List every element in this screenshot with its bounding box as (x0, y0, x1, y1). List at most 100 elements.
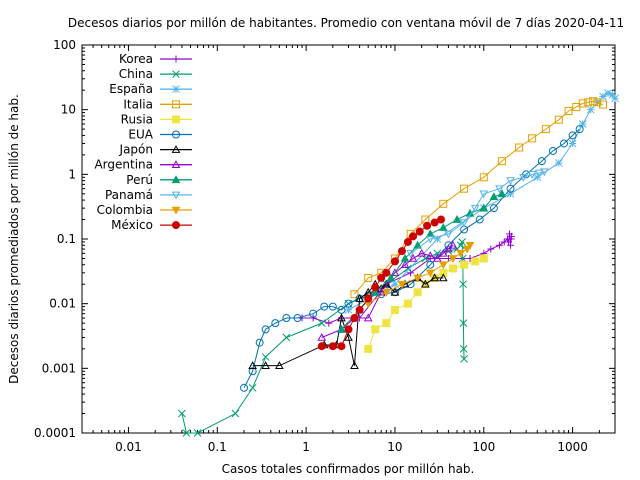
data-point (172, 100, 180, 109)
data-point (403, 237, 412, 246)
data-point (548, 146, 557, 155)
data-point (344, 325, 353, 334)
data-point (381, 288, 391, 297)
data-point (309, 309, 318, 318)
data-point (459, 319, 468, 327)
data-point (568, 131, 577, 140)
series-lines (178, 89, 619, 437)
data-point (337, 342, 346, 351)
data-point (528, 134, 537, 143)
data-point (406, 250, 415, 258)
data-point (432, 253, 442, 262)
legend-label: China (119, 67, 153, 81)
series-perú (337, 189, 507, 333)
y-axis-label: Decesos diarios promediados por millón d… (7, 94, 21, 384)
data-point (495, 185, 504, 194)
data-point (293, 314, 302, 323)
data-point (355, 294, 364, 302)
data-point (231, 409, 240, 418)
data-point (317, 342, 326, 351)
data-point (409, 232, 418, 241)
data-point (537, 157, 546, 166)
data-point (309, 314, 317, 322)
data-point (172, 70, 180, 78)
data-point (317, 319, 326, 327)
data-point (325, 319, 333, 327)
data-point (589, 97, 598, 106)
data-point (425, 269, 435, 278)
series-panamá (406, 168, 549, 258)
data-point (400, 253, 410, 262)
data-point (248, 361, 257, 369)
data-point (397, 247, 406, 256)
data-point (261, 325, 270, 334)
series-italia (350, 97, 608, 299)
data-point (337, 324, 346, 333)
data-point (282, 333, 291, 342)
legend-label: Rusia (121, 112, 153, 126)
y-tick-label: 0.1 (57, 232, 76, 246)
data-point (171, 145, 181, 153)
data-point (515, 143, 524, 152)
data-point (479, 203, 489, 212)
data-point (599, 92, 607, 101)
data-point (417, 248, 427, 257)
data-point (568, 139, 577, 148)
data-point (479, 190, 489, 199)
data-point (611, 94, 619, 103)
data-point (370, 287, 380, 296)
series-eua (240, 125, 584, 392)
data-point (261, 361, 270, 369)
data-point (382, 319, 391, 328)
legend-label: Argentina (94, 158, 153, 172)
data-point (604, 89, 612, 98)
data-point (458, 238, 466, 246)
legend-label: México (111, 218, 153, 232)
data-point (282, 314, 291, 323)
data-point (433, 235, 442, 243)
data-point (172, 221, 180, 230)
data-point (390, 268, 400, 277)
data-point (400, 260, 410, 269)
y-tick-label: 10 (61, 103, 76, 117)
data-point (240, 383, 249, 392)
data-point (425, 235, 435, 244)
data-point (575, 125, 584, 134)
data-point (460, 260, 469, 269)
data-point (593, 98, 602, 107)
legend-label: Korea (119, 52, 153, 66)
data-point (541, 125, 550, 134)
data-point (377, 273, 386, 282)
data-point (172, 115, 180, 124)
data-point (350, 314, 359, 323)
data-point (390, 287, 400, 296)
data-point (363, 313, 373, 322)
y-tick-label: 100 (53, 38, 76, 52)
data-point (438, 223, 448, 231)
x-tick-label: 0.1 (208, 440, 227, 454)
data-point (172, 85, 180, 94)
legend-label: EUA (128, 128, 153, 142)
plot-frame (81, 44, 616, 434)
data-point (337, 313, 346, 322)
data-point (364, 273, 373, 282)
data-point (448, 240, 458, 249)
data-point (534, 169, 544, 178)
data-point (460, 184, 469, 193)
legend-label: Japón (119, 143, 153, 157)
data-point (421, 279, 430, 288)
data-point (527, 171, 537, 179)
x-tick-label: 1000 (557, 440, 588, 454)
data-point (438, 273, 448, 282)
data-point (178, 409, 186, 418)
data-point (171, 175, 181, 184)
data-point (171, 191, 181, 200)
data-point (584, 98, 593, 107)
data-point (382, 268, 391, 277)
data-point (423, 221, 432, 230)
data-point (437, 215, 446, 224)
data-point (371, 283, 380, 292)
data-point (413, 274, 422, 283)
